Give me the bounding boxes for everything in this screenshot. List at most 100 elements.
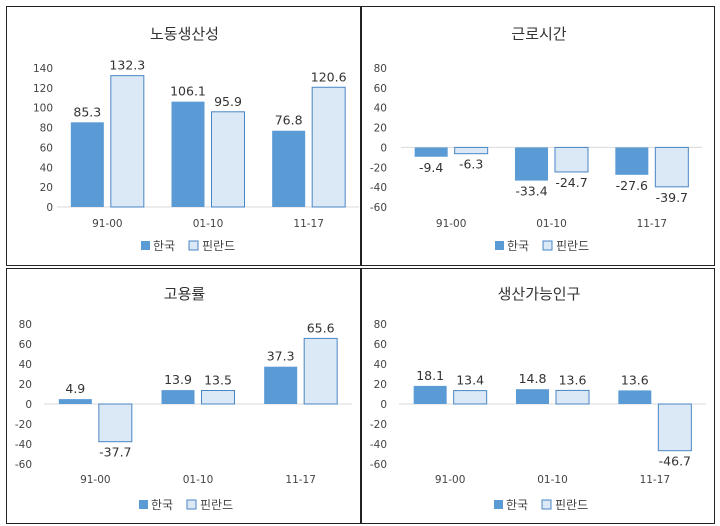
legend-label-korea: 한국 — [506, 498, 528, 512]
y-tick-label: 80 — [19, 319, 32, 331]
y-tick-label: -60 — [370, 459, 387, 471]
y-tick-label: 100 — [33, 103, 53, 115]
data-label: 13.5 — [204, 373, 232, 388]
bar-korea — [70, 122, 104, 207]
data-label: 4.9 — [65, 381, 85, 396]
legend-swatch-korea — [495, 241, 504, 250]
y-tick-label: 120 — [33, 83, 53, 95]
y-tick-label: -40 — [370, 439, 387, 451]
y-tick-label: 40 — [374, 103, 387, 115]
category-label: 01-10 — [537, 474, 568, 486]
category-label: 11-17 — [637, 218, 668, 230]
bar-korea — [615, 147, 649, 175]
bar-korea — [516, 389, 549, 404]
bar-finland — [303, 337, 338, 405]
data-label: 13.6 — [621, 372, 649, 387]
category-label: 91-00 — [80, 474, 111, 486]
bar-finland — [657, 403, 692, 452]
legend-label-finland: 핀란드 — [555, 498, 588, 512]
bar-finland — [98, 403, 133, 443]
data-label: -46.7 — [659, 454, 691, 469]
legend-swatch-finland — [188, 240, 199, 251]
data-label: 13.6 — [559, 372, 587, 387]
legend-label-finland: 핀란드 — [556, 239, 589, 253]
category-label: 01-10 — [183, 474, 214, 486]
chart-title: 생산가능인구 — [498, 285, 581, 303]
data-label: -27.6 — [616, 178, 648, 193]
y-tick-label: -40 — [15, 439, 32, 451]
legend-label-finland: 핀란드 — [200, 498, 233, 512]
chart-panel-employment-rate: 고용률 -60 -40 -20 0 20 40 60 80 91-00 4.9 -37.7 01-10 1… — [6, 268, 361, 524]
y-tick-label: 0 — [380, 399, 387, 411]
chart-svg-working-hours: 근로시간 -60 -40 -20 0 20 40 60 80 91-00 -9.4 -6.3 01-10… — [370, 25, 702, 253]
data-label: 37.3 — [267, 349, 295, 364]
data-label: -39.7 — [656, 190, 688, 205]
chart-panel-working-age-population: 생산가능인구 -60 -40 -20 0 20 40 60 80 91-00 18.1 13.4 01-… — [361, 268, 715, 524]
chart-panel-working-hours: 근로시간 -60 -40 -20 0 20 40 60 80 91-00 -9.4 -6.3 01-10… — [361, 6, 715, 266]
y-tick-label: 60 — [374, 83, 387, 95]
chart-title: 노동생산성 — [150, 25, 219, 43]
data-label: -33.4 — [515, 184, 547, 199]
y-tick-label: 40 — [19, 359, 32, 371]
y-tick-label: 0 — [380, 142, 387, 154]
y-tick-label: 20 — [19, 379, 32, 391]
data-label: 95.9 — [214, 94, 242, 109]
y-tick-label: -60 — [15, 459, 32, 471]
y-tick-label: -60 — [370, 202, 387, 214]
category-label: 91-00 — [92, 218, 123, 230]
y-tick-label: 20 — [374, 379, 387, 391]
bar-korea — [272, 130, 306, 207]
bar-finland — [555, 389, 590, 405]
y-tick-label: 60 — [374, 339, 387, 351]
y-tick-label: 0 — [25, 399, 32, 411]
y-tick-label: 0 — [46, 202, 53, 214]
category-label: 11-17 — [640, 474, 671, 486]
y-tick-label: 20 — [374, 123, 387, 135]
data-label: 65.6 — [307, 320, 335, 335]
y-tick-label: 80 — [374, 319, 387, 331]
data-label: 85.3 — [73, 104, 101, 119]
y-tick-label: -20 — [15, 419, 32, 431]
chart-svg-employment-rate: 고용률 -60 -40 -20 0 20 40 60 80 91-00 4.9 -37.7 01-10 1… — [15, 285, 352, 512]
y-tick-label: 60 — [40, 142, 53, 154]
chart-title: 고용률 — [164, 285, 206, 303]
legend-label-korea: 한국 — [151, 498, 173, 512]
y-tick-label: -20 — [370, 419, 387, 431]
bar-korea — [58, 399, 92, 404]
data-label: 18.1 — [416, 368, 444, 383]
y-tick-label: 140 — [33, 63, 53, 75]
legend-label-korea: 한국 — [153, 239, 175, 253]
chart-title: 근로시간 — [511, 25, 566, 43]
data-label: 13.9 — [164, 372, 192, 387]
data-label: 120.6 — [311, 69, 347, 84]
y-tick-label: 60 — [19, 339, 32, 351]
y-tick-label: 40 — [40, 162, 53, 174]
bar-finland — [453, 390, 488, 405]
y-tick-label: 40 — [374, 359, 387, 371]
bar-finland — [201, 390, 235, 405]
bar-finland — [654, 146, 689, 188]
data-label: -37.7 — [99, 445, 131, 460]
legend-swatch-finland — [542, 240, 553, 251]
legend-label-finland: 핀란드 — [202, 239, 235, 253]
bar-finland — [110, 75, 145, 208]
legend-swatch-korea — [141, 241, 150, 250]
bar-finland — [211, 111, 245, 208]
y-tick-label: 80 — [40, 123, 53, 135]
y-tick-label: 20 — [40, 182, 53, 194]
data-label: -6.3 — [459, 157, 483, 172]
bar-korea — [414, 147, 448, 157]
legend-label-korea: 한국 — [507, 239, 529, 253]
chart-svg-labor-productivity: 노동생산성 0 20 40 60 80 100 120 140 91-00 85.3 132.3 01-… — [33, 25, 359, 253]
category-label: 91-00 — [435, 474, 466, 486]
data-label: -24.7 — [555, 175, 587, 190]
data-label: 132.3 — [109, 58, 145, 73]
legend-swatch-finland — [541, 499, 552, 510]
bar-finland — [554, 146, 589, 173]
chart-panel-labor-productivity: 노동생산성 0 20 40 60 80 100 120 140 91-00 85.3 132.3 01-… — [6, 6, 361, 266]
bar-korea — [161, 390, 195, 404]
bar-finland — [311, 86, 346, 208]
bar-korea — [515, 147, 548, 181]
legend-swatch-finland — [186, 499, 197, 510]
data-label: 106.1 — [170, 84, 206, 99]
